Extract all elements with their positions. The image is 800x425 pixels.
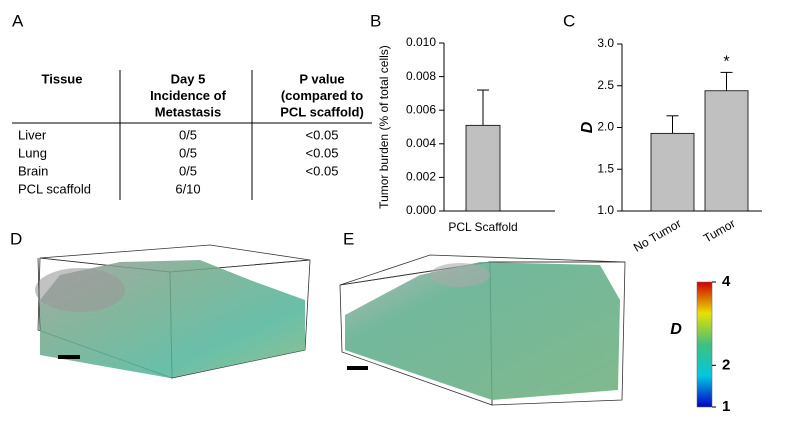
y-tick-label: 2.5: [597, 78, 614, 92]
table-cell: PCL scaffold: [18, 181, 91, 196]
rendering-e: [339, 254, 626, 406]
table-header: Tissue: [42, 71, 83, 86]
table-cell: 0/5: [179, 163, 197, 178]
y-axis-label: D: [579, 121, 596, 133]
bar: [704, 90, 749, 212]
rendering-d: [35, 244, 311, 379]
y-axis-label: Tumor burden (% of total cells): [377, 45, 391, 209]
colorbar-tick-label: 2: [722, 356, 730, 373]
table-cell: <0.05: [306, 163, 339, 178]
table-cell: 6/10: [175, 181, 200, 196]
y-tick-label: 0.004: [406, 136, 436, 150]
x-tick-label: PCL Scaffold: [448, 220, 517, 234]
panel-label: D: [10, 229, 22, 248]
table-cell: Lung: [18, 145, 47, 160]
y-tick-label: 0.000: [406, 203, 436, 217]
table-header: (compared to: [281, 88, 363, 103]
colorbar-tick-label: 4: [722, 273, 731, 290]
panel-label: E: [343, 229, 354, 248]
table-cell: <0.05: [306, 145, 339, 160]
panel-label: A: [12, 11, 24, 30]
y-tick-label: 1.0: [597, 203, 614, 217]
y-tick-label: 3.0: [597, 36, 614, 50]
panel-label: B: [370, 11, 381, 30]
colorbar-scale: [696, 281, 713, 408]
y-tick-label: 1.5: [597, 161, 614, 175]
table-cell: 0/5: [179, 145, 197, 160]
table-cell: Brain: [18, 163, 48, 178]
y-tick-label: 0.008: [406, 69, 436, 83]
colorbar-label: D: [670, 321, 682, 338]
panel-label: C: [563, 11, 575, 30]
y-tick-label: 0.006: [406, 102, 436, 116]
y-tick-label: 0.010: [406, 35, 436, 49]
bar: [465, 124, 501, 212]
table-cell: 0/5: [179, 127, 197, 142]
x-tick-label: No Tumor: [631, 216, 684, 254]
table-cell: <0.05: [306, 127, 339, 142]
table-header: P value: [299, 71, 344, 86]
y-tick-label: 2.0: [597, 120, 614, 134]
colorbar: D 4 2 1: [670, 273, 731, 415]
table-header: Metastasis: [155, 104, 221, 119]
table-header: PCL scaffold): [280, 104, 364, 119]
y-tick-label: 0.002: [406, 170, 436, 184]
table-header: Incidence of: [150, 88, 227, 103]
bar: [650, 132, 695, 212]
x-tick-label: Tumor: [701, 216, 738, 245]
table-header: Day 5: [171, 71, 206, 86]
colorbar-tick-label: 1: [722, 398, 730, 415]
annotation: *: [723, 54, 729, 71]
table-cell: Liver: [18, 127, 47, 142]
